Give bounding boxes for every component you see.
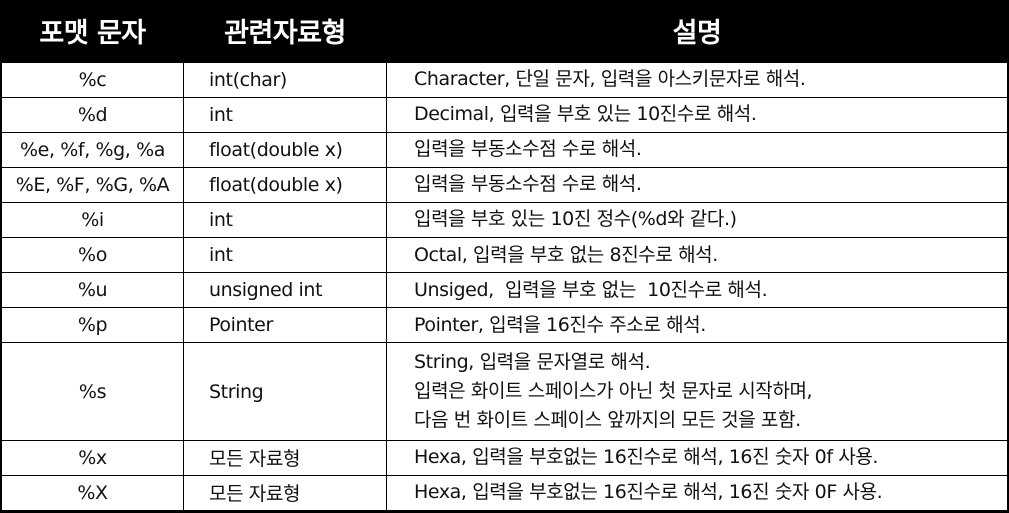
table-row: %E, %F, %G, %A float(double x) 입력을 부동소수점… xyxy=(1,166,1008,203)
description-cell: Hexa, 입력을 부호없는 16진수로 해석, 16진 숫자 0F 사용. xyxy=(386,474,1008,512)
description-line: 입력은 화이트 스페이스가 아닌 첫 문자로 시작하며, xyxy=(414,380,813,403)
table-row: %p Pointer Pointer, 입력을 16진수 주소로 해석. xyxy=(1,307,1008,344)
format-cell: %p xyxy=(1,307,184,344)
description-line: 입력을 부동소수점 수로 해석. xyxy=(414,173,642,196)
type-cell: 모든 자료형 xyxy=(183,439,387,476)
header-format: 포맷 문자 xyxy=(1,0,184,62)
description-line: Character, 단일 문자, 입력을 아스키문자로 해석. xyxy=(414,68,806,91)
description-cell: Decimal, 입력을 부호 있는 10진수로 해석. xyxy=(386,96,1008,133)
type-cell: int(char) xyxy=(183,61,387,98)
format-cell: %x xyxy=(1,439,184,476)
description-cell: 입력을 부동소수점 수로 해석. xyxy=(386,166,1008,203)
format-cell: %i xyxy=(1,201,184,239)
description-cell: Unsiged, 입력을 부호 없는 10진수로 해석. xyxy=(386,272,1008,309)
type-cell: unsigned int xyxy=(183,272,387,309)
description-cell: Pointer, 입력을 16진수 주소로 해석. xyxy=(386,307,1008,344)
description-line: Octal, 입력을 부호 없는 8진수로 해석. xyxy=(414,243,718,266)
table-row: %d int Decimal, 입력을 부호 있는 10진수로 해석. xyxy=(1,96,1008,133)
format-cell: %e, %f, %g, %a xyxy=(1,131,184,168)
description-line: 다음 번 화이트 스페이스 앞까지의 모든 것을 포함. xyxy=(414,409,801,432)
table-row: %i int 입력을 부호 있는 10진 정수(%d와 같다.) xyxy=(1,201,1008,239)
type-cell: Pointer xyxy=(183,307,387,344)
description-line: Decimal, 입력을 부호 있는 10진수로 해석. xyxy=(414,103,757,126)
table-row: %c int(char) Character, 단일 문자, 입력을 아스키문자… xyxy=(1,61,1008,98)
description-line: Pointer, 입력을 16진수 주소로 해석. xyxy=(414,313,706,336)
header-description: 설명 xyxy=(386,0,1008,62)
table-row: %x 모든 자료형 Hexa, 입력을 부호없는 16진수로 해석, 16진 숫… xyxy=(1,439,1008,476)
format-cell: %E, %F, %G, %A xyxy=(1,166,184,203)
format-cell: %o xyxy=(1,237,184,274)
type-cell: float(double x) xyxy=(183,131,387,168)
type-cell: float(double x) xyxy=(183,166,387,203)
table-row: %X 모든 자료형 Hexa, 입력을 부호없는 16진수로 해석, 16진 숫… xyxy=(1,474,1008,512)
header-type: 관련자료형 xyxy=(183,0,387,62)
type-cell: int xyxy=(183,237,387,274)
type-cell: int xyxy=(183,96,387,133)
format-cell: %X xyxy=(1,474,184,512)
table-row: %u unsigned int Unsiged, 입력을 부호 없는 10진수로… xyxy=(1,272,1008,309)
description-cell: String, 입력을 문자열로 해석. 입력은 화이트 스페이스가 아닌 첫 … xyxy=(386,342,1008,441)
table-row: %e, %f, %g, %a float(double x) 입력을 부동소수점… xyxy=(1,131,1008,168)
type-cell: String xyxy=(183,342,387,441)
type-cell: 모든 자료형 xyxy=(183,474,387,512)
description-line: 입력을 부동소수점 수로 해석. xyxy=(414,138,642,161)
table-row: %o int Octal, 입력을 부호 없는 8진수로 해석. xyxy=(1,237,1008,274)
format-cell: %c xyxy=(1,61,184,98)
description-cell: Octal, 입력을 부호 없는 8진수로 해석. xyxy=(386,237,1008,274)
description-cell: 입력을 부호 있는 10진 정수(%d와 같다.) xyxy=(386,201,1008,239)
description-cell: Hexa, 입력을 부호없는 16진수로 해석, 16진 숫자 0f 사용. xyxy=(386,439,1008,476)
description-line: Hexa, 입력을 부호없는 16진수로 해석, 16진 숫자 0F 사용. xyxy=(414,481,883,504)
format-cell: %u xyxy=(1,272,184,309)
description-line: Unsiged, 입력을 부호 없는 10진수로 해석. xyxy=(414,278,768,301)
format-cell: %s xyxy=(1,342,184,441)
description-cell: 입력을 부동소수점 수로 해석. xyxy=(386,131,1008,168)
description-line: 입력을 부호 있는 10진 정수(%d와 같다.) xyxy=(414,208,737,231)
header-row: 포맷 문자 관련자료형 설명 xyxy=(1,0,1008,62)
description-line: String, 입력을 문자열로 해석. xyxy=(414,351,651,374)
format-cell: %d xyxy=(1,96,184,133)
type-cell: int xyxy=(183,201,387,239)
description-cell: Character, 단일 문자, 입력을 아스키문자로 해석. xyxy=(386,61,1008,98)
table-row: %s String String, 입력을 문자열로 해석. 입력은 화이트 스… xyxy=(1,342,1008,441)
description-line: Hexa, 입력을 부호없는 16진수로 해석, 16진 숫자 0f 사용. xyxy=(414,446,879,469)
